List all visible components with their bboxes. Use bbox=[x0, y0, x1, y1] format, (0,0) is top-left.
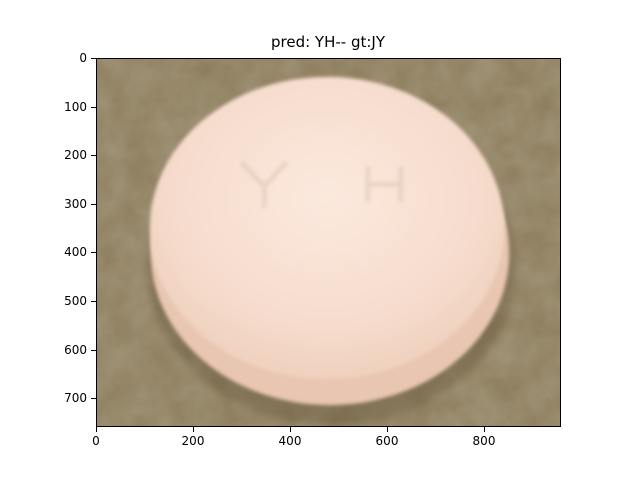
ytick-label: 500 bbox=[64, 294, 87, 308]
pill-photo bbox=[97, 59, 560, 426]
ytick-label: 300 bbox=[64, 197, 87, 211]
pill-imprint bbox=[239, 160, 404, 209]
xtick-label: 200 bbox=[181, 434, 205, 448]
xtick-label: 600 bbox=[375, 434, 399, 448]
xtick-label: 800 bbox=[472, 434, 496, 448]
ytick-label: 0 bbox=[79, 51, 87, 65]
ytick-label: 700 bbox=[64, 391, 87, 405]
ytick-label: 400 bbox=[64, 245, 87, 259]
image-axes bbox=[96, 58, 561, 427]
pill-face bbox=[149, 76, 505, 380]
ytick-label: 100 bbox=[64, 100, 87, 114]
ytick-label: 200 bbox=[64, 148, 87, 162]
xtick-label: 0 bbox=[92, 434, 100, 448]
plot-title: pred: YH-- gt:JY bbox=[270, 33, 385, 51]
ytick-label: 600 bbox=[64, 343, 87, 357]
xtick-label: 400 bbox=[278, 434, 302, 448]
